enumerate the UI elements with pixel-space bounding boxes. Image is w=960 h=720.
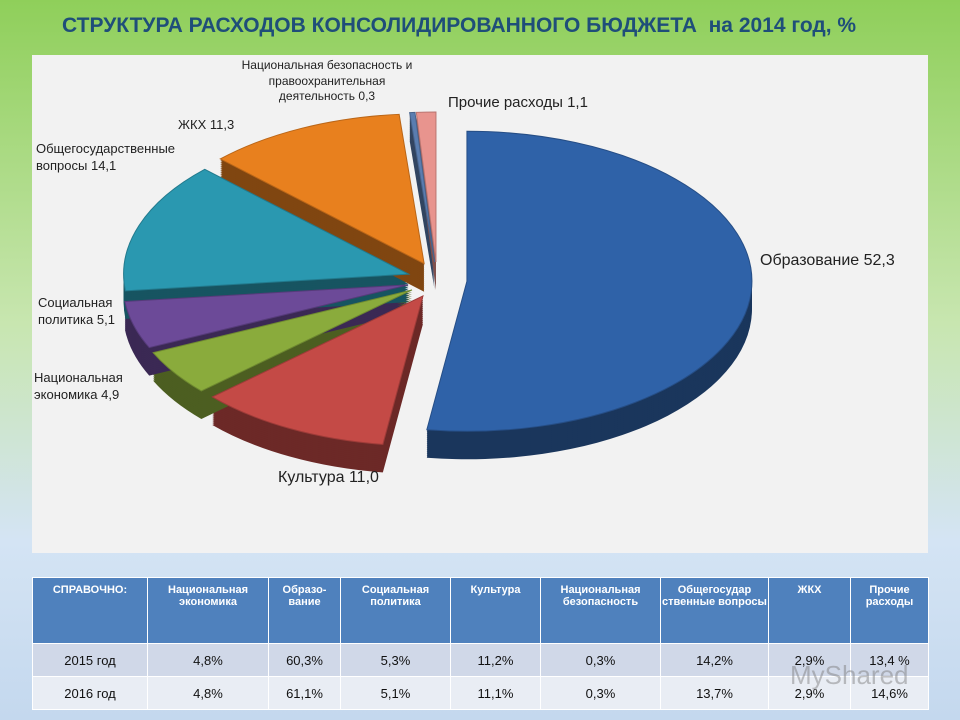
table-cell: 2015 год bbox=[32, 643, 148, 677]
header-cell: Национальная безопасность bbox=[540, 577, 661, 644]
value-label: 11,0 bbox=[348, 469, 379, 486]
header-cell: Культура bbox=[450, 577, 541, 644]
category-label: Культура bbox=[278, 469, 345, 486]
slice-side bbox=[409, 120, 435, 271]
value-label: 1,1 bbox=[567, 94, 588, 111]
slice-side bbox=[409, 128, 435, 279]
data-label: Образование 52,3 bbox=[760, 251, 930, 272]
value-label: 5,1 bbox=[96, 311, 115, 327]
category-label: Прочие расходы bbox=[448, 94, 563, 111]
value-label: 52,3 bbox=[863, 252, 895, 269]
header-cell: СПРАВОЧНО: bbox=[32, 577, 148, 644]
category-label: Социальная политика bbox=[38, 295, 113, 327]
data-label: Национальная безопасность и правоохранит… bbox=[237, 58, 417, 105]
header-cell: Прочие расходы bbox=[850, 577, 929, 644]
slice bbox=[211, 294, 424, 445]
slice bbox=[123, 168, 411, 292]
slice bbox=[409, 111, 436, 263]
table-cell: 4,8% bbox=[147, 643, 269, 677]
slice bbox=[219, 113, 425, 265]
slice-side bbox=[409, 136, 435, 287]
table-cell: 60,3% bbox=[268, 643, 341, 677]
data-label: Культура 11,0 bbox=[278, 468, 438, 489]
slice-side bbox=[409, 134, 435, 285]
header-cell: Национальная экономика bbox=[147, 577, 269, 644]
slice-side bbox=[409, 126, 435, 277]
table-row: 2015 год 4,8% 60,3% 5,3% 11,2% 0,3% 14,2% 2,9% 1… bbox=[32, 643, 929, 677]
value-label: 4,9 bbox=[101, 386, 120, 402]
table-cell: 2016 год bbox=[32, 676, 148, 710]
value-label: 0,3 bbox=[358, 89, 376, 104]
table-cell: 61,1% bbox=[268, 676, 341, 710]
slice-side bbox=[409, 130, 435, 281]
slice bbox=[152, 289, 413, 392]
watermark: MyShared bbox=[790, 660, 909, 690]
slice-side bbox=[409, 138, 435, 289]
reference-table: СПРАВОЧНО: Национальная экономика Образо-в… bbox=[32, 577, 929, 710]
table-cell: 5,3% bbox=[340, 643, 451, 677]
table-cell: 2,9% bbox=[768, 676, 851, 710]
table-cell: 14,6% bbox=[850, 676, 929, 710]
category-label: Национальная безопасность и правоохранит… bbox=[241, 58, 413, 104]
slice bbox=[415, 111, 437, 263]
table-cell: 0,3% bbox=[540, 643, 661, 677]
category-label: Образование bbox=[760, 252, 860, 269]
data-label: Национальная экономика 4,9 bbox=[34, 370, 144, 404]
pie-chart bbox=[123, 111, 753, 473]
table-cell: 14,2% bbox=[660, 643, 769, 677]
slice-side bbox=[409, 140, 435, 291]
chart-title: СТРУКТУРА РАСХОДОВ КОНСОЛИДИРОВАННОГО БЮ… bbox=[62, 14, 857, 37]
table-cell: 11,2% bbox=[450, 643, 541, 677]
slice-side bbox=[409, 122, 435, 273]
table-cell: 11,1% bbox=[450, 676, 541, 710]
data-label: Социальная политика 5,1 bbox=[38, 295, 138, 329]
table-cell: 0,3% bbox=[540, 676, 661, 710]
data-label: Прочие расходы 1,1 bbox=[448, 93, 648, 113]
data-label: Общегосударственные вопросы 14,1 bbox=[36, 141, 201, 175]
header-cell: ЖКХ bbox=[768, 577, 851, 644]
table-row: 2016 год 4,8% 61,1% 5,1% 11,1% 0,3% 13,7% 2,9% 1… bbox=[32, 676, 929, 710]
table-cell: 13,7% bbox=[660, 676, 769, 710]
header-cell: Общегосудар ственные вопросы bbox=[660, 577, 769, 644]
value-label: 11,3 bbox=[209, 117, 235, 132]
slice-side bbox=[409, 124, 435, 275]
header-cell: Социальная политика bbox=[340, 577, 451, 644]
table-cell: 13,4 % bbox=[850, 643, 929, 677]
table-cell: 4,8% bbox=[147, 676, 269, 710]
slice-side bbox=[409, 132, 435, 283]
plot-area: Образование 52,3 Культура 11,0 Национальна… bbox=[32, 55, 928, 553]
data-label: ЖКХ 11,3 bbox=[178, 117, 278, 134]
value-label: 14,1 bbox=[90, 157, 117, 173]
slice bbox=[426, 130, 753, 432]
table-cell: 5,1% bbox=[340, 676, 451, 710]
header-cell: Образо-вание bbox=[268, 577, 341, 644]
category-label: Общегосударственные вопросы bbox=[36, 141, 176, 173]
category-label: ЖКХ bbox=[178, 117, 207, 132]
slice bbox=[124, 284, 409, 349]
category-label: Национальная экономика bbox=[34, 370, 123, 402]
